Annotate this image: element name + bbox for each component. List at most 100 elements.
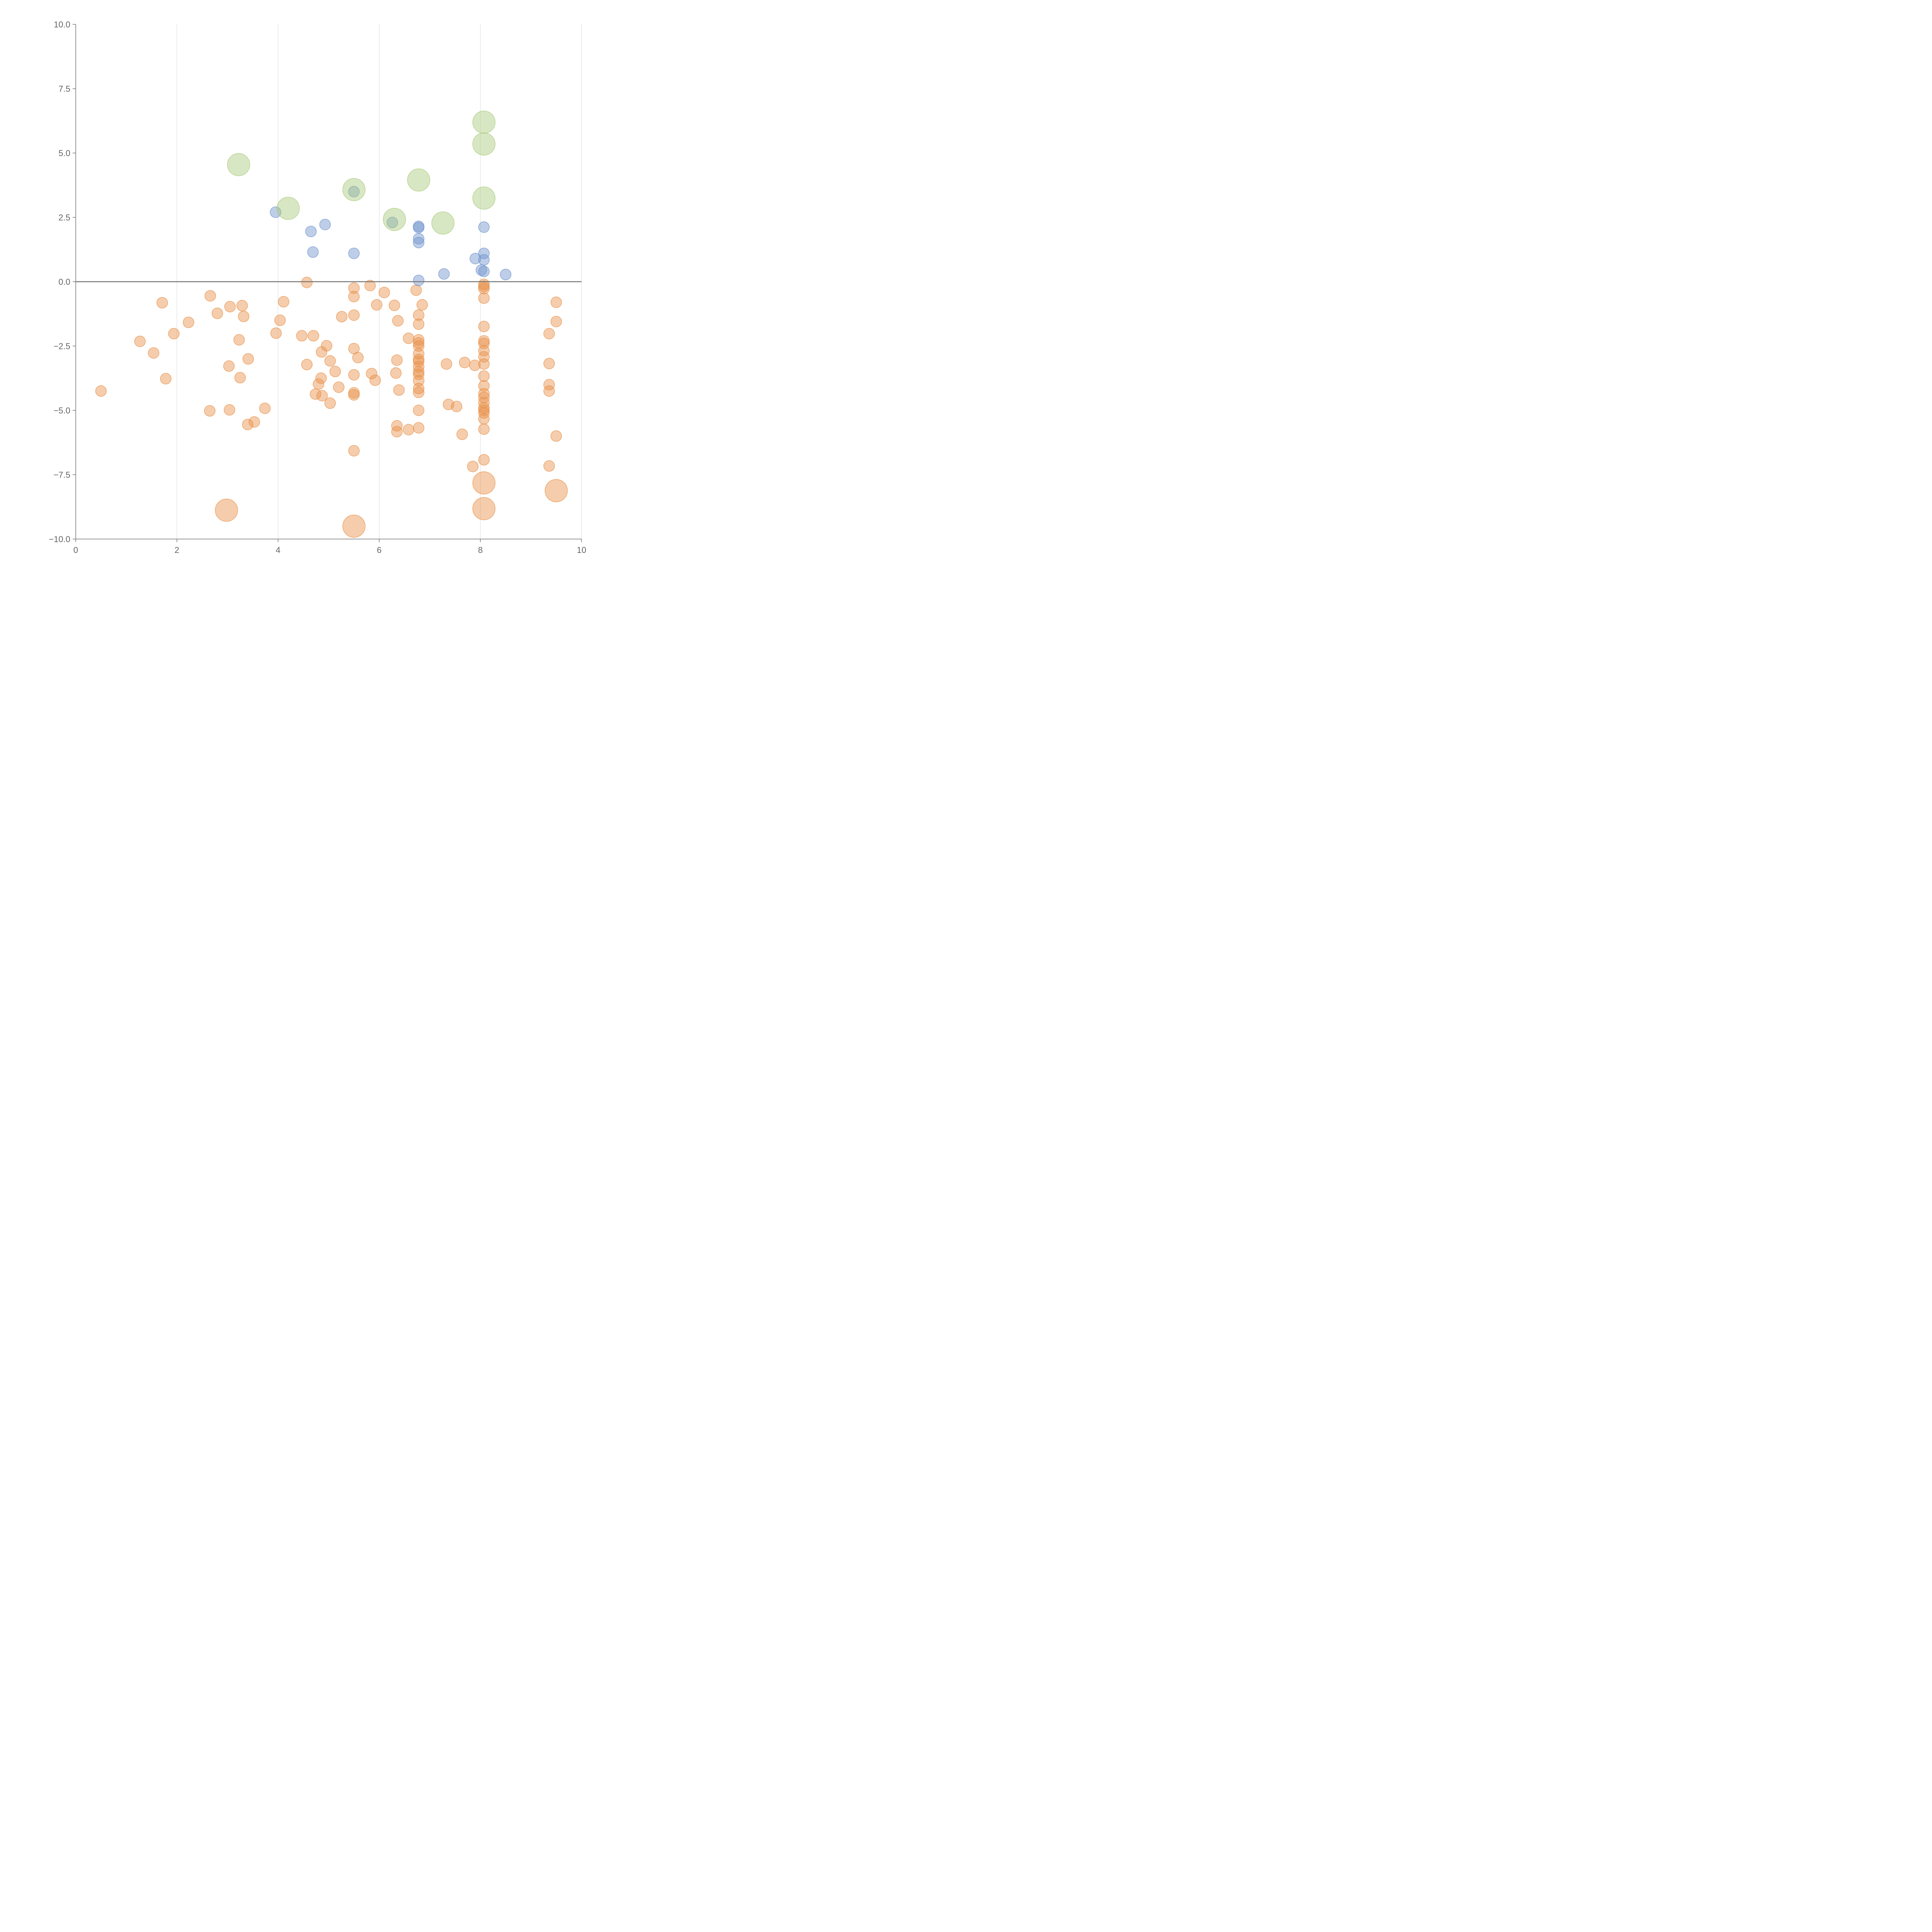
data-point [204,405,216,417]
data-point [301,359,313,371]
data-point [274,315,286,326]
data-point [440,358,452,370]
data-point [223,360,235,372]
data-point [478,335,490,347]
y-tick-label: 7.5 [58,84,70,94]
data-point [369,374,381,386]
data-point [550,430,562,442]
data-point [391,426,403,438]
data-point [391,354,403,366]
data-point [550,316,562,327]
data-point [391,420,403,432]
x-tick-label: 0 [73,545,78,555]
data-point [315,372,327,384]
data-point [168,328,180,340]
data-point [215,498,238,522]
x-tick-label: 4 [276,545,280,555]
data-point [224,301,236,313]
data-point [324,355,336,367]
data-point [413,386,425,398]
data-point [451,401,463,412]
data-point [378,287,390,298]
y-tick-label: 10.0 [54,20,70,29]
data-point [371,299,383,311]
data-point [204,290,216,302]
data-point [393,384,405,396]
data-point [413,309,425,321]
data-point [550,296,562,308]
data-point [392,315,404,327]
x-tick-label: 10 [577,545,586,555]
data-point [352,352,364,364]
data-point [478,247,490,259]
data-point [403,332,415,344]
data-point [410,284,422,296]
y-tick-label: −5.0 [54,406,70,415]
data-point [234,372,246,384]
x-tick-label: 8 [478,545,483,555]
data-point [321,340,333,352]
data-point [459,357,471,368]
data-point [224,404,235,416]
scatter-chart: −10.0 −7.5 −5.0 −2.5 0.0 2.5 5.0 7.5 10.0 0 2 4 6 8 10 [49,20,586,555]
data-point [348,186,360,197]
data-point [413,405,425,416]
data-point [413,233,425,245]
data-point [478,221,490,233]
data-point [478,278,490,290]
data-point [543,328,555,340]
data-point [342,514,366,538]
data-point [478,338,490,349]
x-tick-label: 2 [175,545,179,555]
data-point [478,391,490,403]
data-point [270,327,282,339]
data-point [316,346,327,358]
data-point [478,405,490,416]
data-point [478,292,490,304]
y-tick-label: −7.5 [54,470,70,480]
data-point [413,274,425,286]
data-point [431,211,455,235]
data-point [413,422,425,434]
data-point [233,334,245,346]
data-point [134,335,146,347]
data-point [366,368,378,379]
data-point [386,217,398,228]
data-point [413,337,425,349]
points-layer [95,111,568,538]
chart-container: −10.0 −7.5 −5.0 −2.5 0.0 2.5 5.0 7.5 10.0 0 2 4 6 8 10 [0,0,599,599]
data-point [413,375,425,387]
data-point [227,153,250,176]
data-point [296,330,308,342]
data-point [348,387,360,399]
data-point [456,429,468,440]
data-point [383,208,406,231]
data-point [319,219,331,230]
data-point [413,222,425,233]
data-point [348,309,360,321]
data-point [407,168,430,192]
data-point [160,373,172,384]
data-point [413,383,425,395]
data-point [478,254,490,266]
data-point [348,445,360,457]
data-point [469,253,481,264]
data-point [248,416,260,428]
data-point [329,366,341,378]
data-point [478,388,490,400]
data-point [413,340,425,352]
data-point [469,359,481,371]
data-point [413,369,425,380]
data-point [467,461,479,472]
y-tick-label: 0.0 [58,277,70,287]
data-point [416,299,428,311]
data-point [472,111,496,134]
data-point [301,277,313,288]
y-tick-label: −2.5 [54,342,70,351]
data-point [413,237,425,248]
data-point [478,283,490,294]
data-point [324,397,336,409]
data-point [413,318,425,330]
data-point [478,370,490,382]
data-point [472,497,496,520]
